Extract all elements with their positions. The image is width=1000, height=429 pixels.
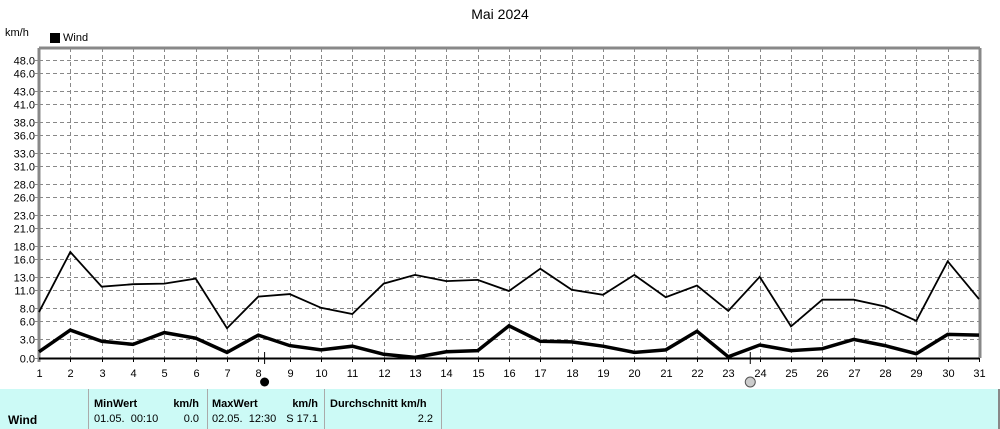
x-tick-label: 17	[534, 368, 546, 380]
x-tick-label: 10	[315, 368, 327, 380]
min-unit: km/h	[173, 398, 199, 410]
x-tick-label: 18	[566, 368, 578, 380]
x-tick-label: 31	[973, 368, 985, 380]
x-tick-label: 26	[816, 368, 828, 380]
stats-col-min: MinWert km/h 01.05. 00:10 0.0	[89, 389, 208, 429]
stats-table: Wind MinWert km/h 01.05. 00:10 0.0 MaxWe…	[0, 389, 1000, 429]
y-tick-label: 8.0	[20, 304, 35, 316]
avg-value: 2.2	[417, 413, 433, 425]
x-tick-label: 24	[754, 368, 766, 380]
stats-col-name	[0, 389, 89, 429]
x-tick-label: 3	[99, 368, 105, 380]
x-tick-label: 20	[628, 368, 640, 380]
max-time: 02.05. 12:30	[212, 413, 277, 425]
line-chart: 0.0 3.0 6.08.0 11.013.0 16.018.0 21.023.0 26.0…	[14, 46, 986, 388]
y-tick-label: 31.0	[14, 162, 35, 174]
y-tick-label: 36.0	[14, 131, 35, 143]
legend: Wind	[50, 32, 88, 44]
series-line-0	[38, 250, 980, 330]
y-tick-label: 28.0	[14, 180, 35, 192]
x-tick-label: 14	[440, 368, 452, 380]
y-tick-label: 26.0	[14, 193, 35, 205]
min-label: MinWert	[94, 398, 138, 410]
y-tick-label: 16.0	[14, 255, 35, 267]
y-tick-label: 6.0	[20, 317, 35, 329]
x-tick-label: 21	[660, 368, 672, 380]
x-tick-label: 19	[597, 368, 609, 380]
avg-label: Durchschnitt km/h	[330, 398, 427, 410]
y-tick-label: 23.0	[14, 211, 35, 223]
y-tick-label: 46.0	[14, 69, 35, 81]
y-tick-label: 0.0	[20, 354, 35, 366]
x-tick-label: 7	[224, 368, 230, 380]
x-tick-label: 13	[409, 368, 421, 380]
legend-label-wind: Wind	[63, 32, 89, 44]
x-tick-label: 6	[193, 368, 199, 380]
new-moon-icon	[260, 377, 270, 387]
y-tick-label: 21.0	[14, 224, 35, 236]
x-tick-label: 12	[378, 368, 390, 380]
x-tick-label: 16	[503, 368, 515, 380]
x-tick-label: 2	[67, 368, 73, 380]
x-tick-label: 15	[472, 368, 484, 380]
y-tick-label: 11.0	[14, 286, 35, 298]
x-tick-label: 8	[255, 368, 261, 380]
stats-row-label: Wind	[8, 413, 38, 427]
y-tick-label: 13.0	[14, 273, 35, 285]
x-tick-label: 5	[161, 368, 167, 380]
x-tick-label: 9	[287, 368, 293, 380]
stats-col-avg: Durchschnitt km/h 2.2	[325, 389, 442, 429]
y-tick-label: 38.0	[14, 118, 35, 130]
max-label: MaxWert	[212, 398, 258, 410]
y-tick-label: 48.0	[14, 56, 35, 68]
x-tick-label: 29	[910, 368, 922, 380]
x-tick-label: 30	[942, 368, 954, 380]
full-moon-icon	[744, 376, 756, 388]
min-value: 0.0	[183, 413, 199, 425]
x-tick-label: 4	[130, 368, 136, 380]
max-unit: km/h	[292, 398, 318, 410]
max-value: S 17.1	[286, 413, 318, 425]
x-tick-label: 1	[36, 368, 42, 380]
stats-col-max: MaxWert km/h 02.05. 12:30 S 17.1	[208, 389, 325, 429]
min-time: 01.05. 00:10	[94, 413, 159, 425]
x-tick-label: 27	[848, 368, 860, 380]
x-tick-label: 22	[691, 368, 703, 380]
y-tick-label: 41.0	[14, 100, 35, 112]
y-axis-unit: km/h	[5, 27, 29, 39]
y-tick-label: 3.0	[20, 335, 35, 347]
x-tick-label: 28	[879, 368, 891, 380]
chart-title: Mai 2024	[471, 6, 529, 22]
y-tick-label: 43.0	[14, 87, 35, 99]
y-tick-label: 33.0	[14, 149, 35, 161]
x-tick-label: 23	[722, 368, 734, 380]
x-tick-label: 11	[347, 368, 358, 380]
legend-swatch-icon	[50, 33, 60, 43]
x-tick-label: 25	[785, 368, 797, 380]
y-tick-label: 18.0	[14, 242, 35, 254]
series-line-1	[38, 323, 980, 360]
